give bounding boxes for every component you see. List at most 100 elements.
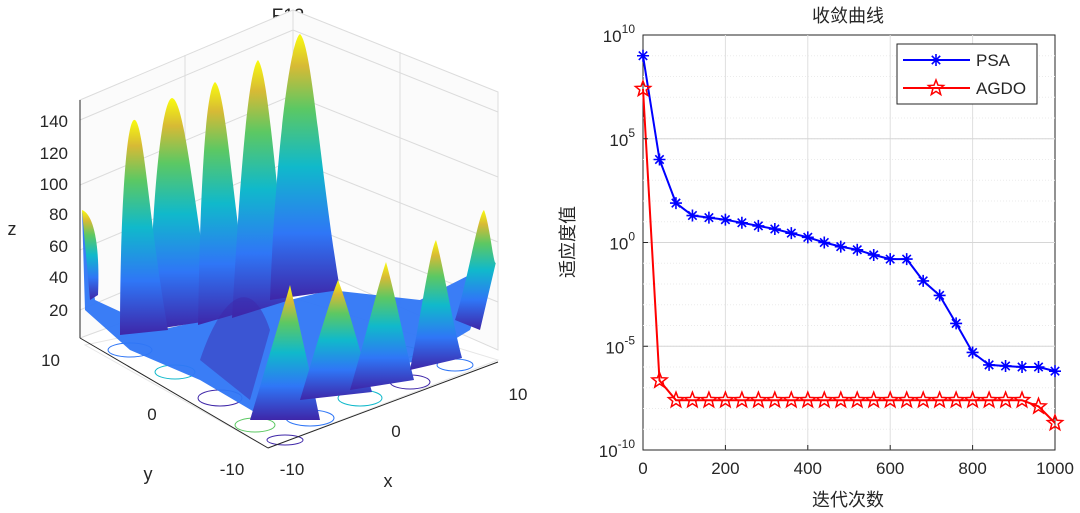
data-point-agdo [748,390,768,409]
legend: PSA AGDO [896,43,1038,105]
convergence-y-label: 适应度值 [558,206,579,278]
y-tick-label: 1010 [603,22,636,46]
data-point-agdo [765,390,785,409]
legend-marker-agdo [926,77,946,97]
y-tick: 0 [147,405,156,424]
legend-label-agdo: AGDO [976,79,1026,98]
surface-body [82,34,496,420]
data-point-psa [867,248,880,261]
z-axis: 140 120 100 80 60 40 20 z [8,100,81,338]
x-tick-label: 800 [958,459,986,478]
z-tick: 140 [40,112,68,131]
data-point-agdo [897,390,917,409]
data-point-psa [702,211,715,224]
z-tick: 60 [49,237,68,256]
y-axis: 10 0 -10 y [41,337,269,484]
legend-marker-glyph [926,77,946,97]
data-point-psa [1032,361,1045,373]
data-point-psa [752,219,765,232]
convergence-x-label: 迭代次数 [812,490,884,511]
data-point-psa [1049,365,1061,378]
data-point-psa [669,197,682,210]
data-point-agdo [798,390,818,409]
x-axis-label: x [384,471,393,491]
data-point-psa [950,317,963,330]
data-point-psa [917,274,930,287]
legend-marker-psa [930,54,942,66]
y-ticks: 1010 105 100 10-5 10-10 [599,22,648,461]
surface-plot: F12 [8,6,528,491]
y-tick-label: 10-5 [605,333,635,357]
data-point-psa [818,236,831,249]
data-point-agdo [831,390,851,409]
data-point-agdo [715,390,735,409]
data-point-agdo [963,390,983,409]
data-point-agdo [699,390,719,409]
x-tick-label: 400 [794,459,822,478]
data-point-psa [719,213,732,226]
data-point-psa [735,216,748,229]
data-point-agdo [666,390,686,409]
z-tick: 120 [40,144,68,163]
data-point-psa [785,227,798,240]
z-axis-label: z [8,219,17,239]
data-point-agdo [781,390,801,409]
legend-label-psa: PSA [976,51,1011,70]
data-point-psa [933,289,946,302]
x-tick-label: 200 [711,459,739,478]
data-point-agdo [913,390,933,409]
data-point-agdo [732,390,752,409]
data-point-psa [801,231,814,244]
series-line-agdo [642,88,1056,424]
data-point-psa [653,153,666,166]
x-tick-label: 0 [638,459,647,478]
data-point-agdo [979,390,999,409]
plot-series [633,49,1065,432]
z-tick: 80 [49,205,68,224]
y-axis-label: y [144,464,153,484]
convergence-plot: 收敛曲线 迭代次数 适应度值 0 200 400 600 800 1000 1010 105… [558,6,1074,511]
data-point-agdo [880,390,900,409]
x-axis: -10 0 10 x [267,361,528,491]
data-point-psa [983,358,996,371]
data-point-psa [1016,361,1029,373]
z-tick: 40 [49,268,68,287]
data-point-agdo [930,390,950,409]
data-point-psa [637,49,649,62]
y-tick-label: 100 [609,230,635,254]
convergence-title: 收敛曲线 [812,6,884,27]
x-tick: 0 [391,422,400,441]
data-point-psa [768,223,781,236]
x-tick-label: 600 [876,459,904,478]
data-point-agdo [633,78,653,98]
data-point-psa [686,209,699,222]
data-point-psa [834,240,847,253]
data-point-agdo [1012,390,1032,409]
z-tick: 20 [49,301,68,320]
x-tick: -10 [280,460,305,479]
x-tick-label: 1000 [1036,459,1074,478]
data-point-agdo [946,390,966,409]
data-point-agdo [814,390,834,409]
data-point-psa [851,243,864,256]
data-point-agdo [847,390,867,409]
data-point-psa [966,346,979,359]
z-tick: 100 [40,175,68,194]
x-ticks: 0 200 400 600 800 1000 [638,445,1074,478]
data-point-psa [884,253,897,266]
y-tick: 10 [41,351,60,370]
data-point-agdo [649,370,670,389]
data-point-agdo [1045,412,1065,432]
y-tick: -10 [220,460,245,479]
data-point-agdo [682,390,702,409]
legend-marker-glyph [930,54,942,66]
data-point-agdo [864,390,884,409]
legend-box [896,43,1038,105]
data-point-psa [900,253,913,266]
data-point-psa [999,359,1012,372]
y-tick-label: 105 [609,126,635,150]
y-tick-label: 10-10 [599,437,636,461]
x-tick: 10 [509,385,528,404]
data-point-agdo [1028,396,1049,415]
